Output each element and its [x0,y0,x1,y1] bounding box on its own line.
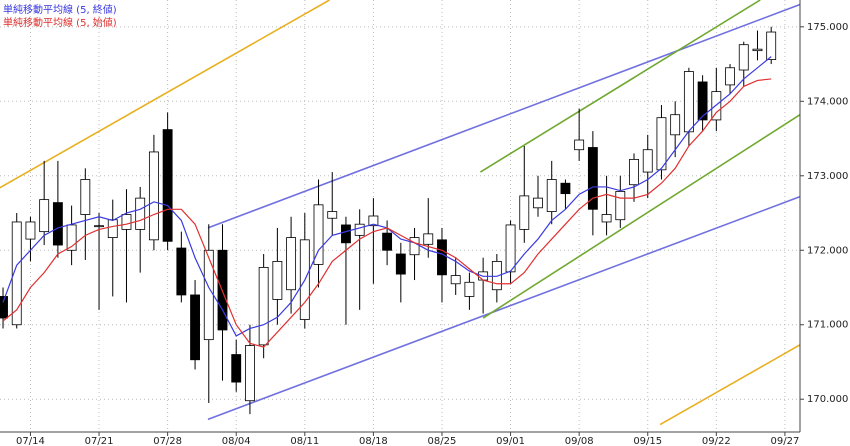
candle-body [629,158,639,186]
candle-body [670,114,681,136]
candle-body [94,225,104,228]
x-tick-label: 07/28 [153,436,182,446]
x-tick-label: 09/01 [496,436,525,446]
x-tick-label: 09/08 [565,436,594,446]
candle-body [52,202,63,246]
trendline [482,114,800,319]
x-tick-label: 08/18 [359,436,388,446]
candle-body [766,31,777,60]
x-tick-label: 08/25 [428,436,457,446]
candle-body [395,253,406,275]
candle-body [162,129,173,242]
x-tick-label: 09/22 [702,436,731,446]
candle-body [341,224,351,244]
candle-body [190,294,200,361]
candle-body [0,296,8,319]
candle-body [409,237,420,256]
candle-body [505,224,516,273]
candle-body [533,197,543,209]
axes: 170.000 171.000 172.000 173.000 174.000 175.0… [16,22,848,446]
candle-body [725,67,735,86]
candle-body [574,139,585,151]
candle-body [656,117,667,171]
candle-body [203,249,214,341]
candle-body [39,199,50,233]
candle-body [121,214,132,230]
y-tick-label: 171.000 [807,320,848,331]
candle-body [546,179,557,212]
candle-body [176,247,187,296]
x-tick-label: 08/11 [290,436,319,446]
candle-body [327,211,338,219]
candle-body [11,221,22,326]
candle-body [464,281,475,297]
legend-label: 単純移動平均線 (5, 始値) [3,16,117,29]
candle-body [437,239,447,276]
candle-body [683,71,694,133]
x-tick-label: 08/04 [222,436,251,446]
candle-body [354,223,365,236]
candle-body [560,182,571,195]
y-tick-label: 173.000 [807,171,848,182]
y-tick-label: 172.000 [807,245,848,256]
y-tick-label: 170.000 [807,394,848,405]
x-tick-label: 07/14 [16,436,45,446]
trendline [207,195,800,421]
moving-averages [2,56,772,348]
candle-body [450,275,461,285]
candle-body [382,232,393,251]
trendline [207,3,800,229]
candle-body [245,345,255,402]
candle-body [642,149,653,173]
candle-body [148,151,159,241]
trendlines [0,0,800,426]
trendline [0,0,330,189]
candle-body [135,197,146,230]
candle-body [697,81,708,121]
candle-body [587,147,598,210]
x-tick-label: 09/15 [633,436,662,446]
trendline [479,0,761,173]
candle-body [286,237,297,291]
y-tick-label: 175.000 [807,22,848,33]
candle-body [601,214,612,223]
ma-line [2,78,772,348]
legend: 単純移動平均線 (5, 終値)単純移動平均線 (5, 始値) [3,3,117,29]
candle-body [519,195,530,230]
candle-body [258,266,269,346]
y-tick-label: 174.000 [807,96,848,107]
candle-body [231,354,242,383]
candle-body [272,261,283,300]
candle-body [423,233,434,245]
candle-body [313,204,324,265]
candle-body [615,191,626,221]
candle-body [66,224,77,251]
candle-body [752,48,763,52]
candle-body [107,219,118,238]
candle-body [491,261,502,291]
legend-label: 単純移動平均線 (5, 終値) [3,3,117,16]
candle-body [25,221,36,240]
candle-body [738,44,749,71]
candle-body [368,215,379,227]
candles [0,26,777,415]
x-tick-label: 09/27 [770,436,799,446]
x-tick-label: 07/21 [85,436,114,446]
candle-body [80,179,91,215]
trendline [659,344,800,426]
grid [0,0,800,432]
